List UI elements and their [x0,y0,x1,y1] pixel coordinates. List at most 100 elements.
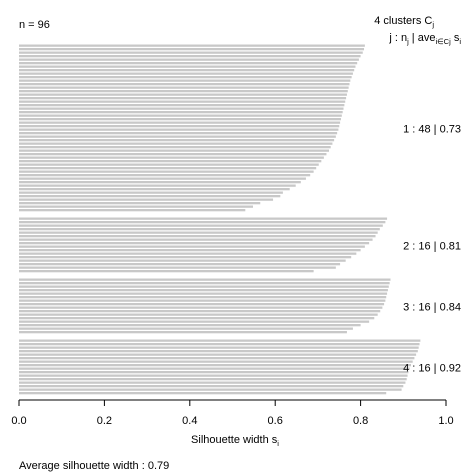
silhouette-bar-c2-12 [19,256,352,259]
silhouette-bar-c1-21 [19,114,342,117]
silhouette-bar-c2-13 [19,259,346,262]
silhouette-bar-c2-2 [19,221,386,224]
silhouette-bar-c4-14 [19,385,404,388]
silhouette-bar-c2-7 [19,238,373,241]
silhouette-bar-c3-2 [19,282,390,285]
silhouette-bar-c1-35 [19,163,319,166]
silhouette-bar-c1-27 [19,135,336,138]
silhouette-bar-c1-11 [19,79,351,82]
silhouette-bar-c1-7 [19,65,356,68]
cluster-label-4: 4 : 16 | 0.92 [403,363,461,375]
silhouette-bar-c4-2 [19,343,420,346]
silhouette-bar-c3-9 [19,306,383,309]
silhouette-bar-c1-39 [19,177,306,180]
x-tick-label-2: 0.4 [182,415,197,427]
silhouette-bar-c4-6 [19,357,415,360]
x-tick-label-1: 0.2 [97,415,112,427]
silhouette-bar-c1-37 [19,170,314,173]
silhouette-bar-c1-17 [19,100,346,103]
silhouette-bar-c1-23 [19,121,341,124]
silhouette-bar-c2-15 [19,266,336,269]
silhouette-bar-c3-7 [19,299,386,302]
silhouette-bar-c2-4 [19,228,380,231]
silhouette-bar-c3-10 [19,310,381,313]
bars-group [19,44,421,395]
x-tick-label-0: 0.0 [11,415,26,427]
silhouette-bar-c4-11 [19,374,408,377]
cluster-labels: 1 : 48 | 0.73 2 : 16 | 0.81 3 : 16 | 0.84 4… [403,124,461,375]
silhouette-bar-c1-45 [19,198,274,201]
silhouette-bar-c2-6 [19,235,376,238]
silhouette-bar-c1-32 [19,153,327,156]
silhouette-bar-c4-15 [19,388,402,391]
silhouette-bar-c1-3 [19,51,363,54]
x-tick-label-3: 0.6 [268,415,283,427]
silhouette-bar-c1-33 [19,156,324,159]
silhouette-bar-c2-11 [19,252,357,255]
silhouette-bar-c3-15 [19,327,353,330]
silhouette-bar-c1-19 [19,107,344,110]
x-axis-label: Silhouette width si [191,434,279,448]
silhouette-bar-c2-5 [19,231,378,234]
silhouette-bar-c1-44 [19,195,281,198]
silhouette-bar-c4-9 [19,367,410,370]
silhouette-bar-c2-14 [19,263,341,266]
silhouette-bar-c3-8 [19,303,385,306]
x-tick-label-4: 0.8 [353,415,368,427]
silhouette-bar-c4-8 [19,364,411,367]
silhouette-bar-c1-12 [19,83,350,86]
silhouette-bar-c2-9 [19,245,365,248]
silhouette-bar-c1-6 [19,62,358,65]
silhouette-bar-c4-5 [19,353,417,356]
silhouette-bar-c1-43 [19,191,283,194]
silhouette-bar-c3-3 [19,285,389,288]
silhouette-bar-c2-10 [19,249,361,252]
silhouette-bar-c3-13 [19,320,370,323]
silhouette-bar-c3-4 [19,289,388,292]
silhouette-bar-c3-14 [19,324,361,327]
silhouette-bar-c4-10 [19,371,409,374]
silhouette-bar-c3-12 [19,317,375,320]
silhouette-bar-c1-10 [19,76,352,79]
silhouette-bar-c1-38 [19,174,311,177]
silhouette-bar-c3-11 [19,313,378,316]
silhouette-bar-c1-2 [19,48,365,51]
n-label: n = 96 [19,19,50,31]
silhouette-bar-c1-29 [19,142,333,145]
silhouette-bar-c1-30 [19,146,331,149]
silhouette-bar-c4-13 [19,381,406,384]
header-line1: 4 clusters Cj [374,15,434,29]
silhouette-bar-c4-12 [19,378,407,381]
silhouette-bar-c1-26 [19,132,338,135]
silhouette-bar-c1-5 [19,58,359,61]
silhouette-bar-c1-36 [19,167,317,170]
silhouette-bar-c4-1 [19,339,421,342]
silhouette-bar-c2-8 [19,242,370,245]
silhouette-bar-c3-6 [19,296,387,299]
silhouette-bar-c1-42 [19,188,290,191]
x-tick-label-5: 1.0 [438,415,453,427]
silhouette-bar-c4-3 [19,346,419,349]
cluster-label-3: 3 : 16 | 0.84 [403,302,461,314]
silhouette-bar-c1-47 [19,205,253,208]
silhouette-bar-c3-16 [19,331,347,334]
silhouette-bar-c4-7 [19,360,413,363]
silhouette-bar-c1-20 [19,111,343,114]
silhouette-bar-c1-22 [19,118,341,121]
silhouette-bar-c2-16 [19,270,314,273]
silhouette-bar-c1-8 [19,69,355,72]
silhouette-bar-c1-9 [19,72,353,75]
silhouette-bar-c1-18 [19,104,345,107]
silhouette-bar-c4-4 [19,350,418,353]
silhouette-bar-c3-5 [19,292,388,295]
cluster-label-1: 1 : 48 | 0.73 [403,124,461,136]
header-line2: j : nj | avei∈Cj si [388,32,461,46]
silhouette-bar-c1-4 [19,55,361,58]
silhouette-bar-c1-31 [19,149,329,152]
silhouette-bar-c1-48 [19,209,246,212]
silhouette-bar-c1-1 [19,44,365,47]
silhouette-bar-c1-24 [19,125,340,128]
x-axis-ticks: 0.0 0.2 0.4 0.6 0.8 1.0 [11,400,454,427]
silhouette-bar-c1-16 [19,97,347,100]
